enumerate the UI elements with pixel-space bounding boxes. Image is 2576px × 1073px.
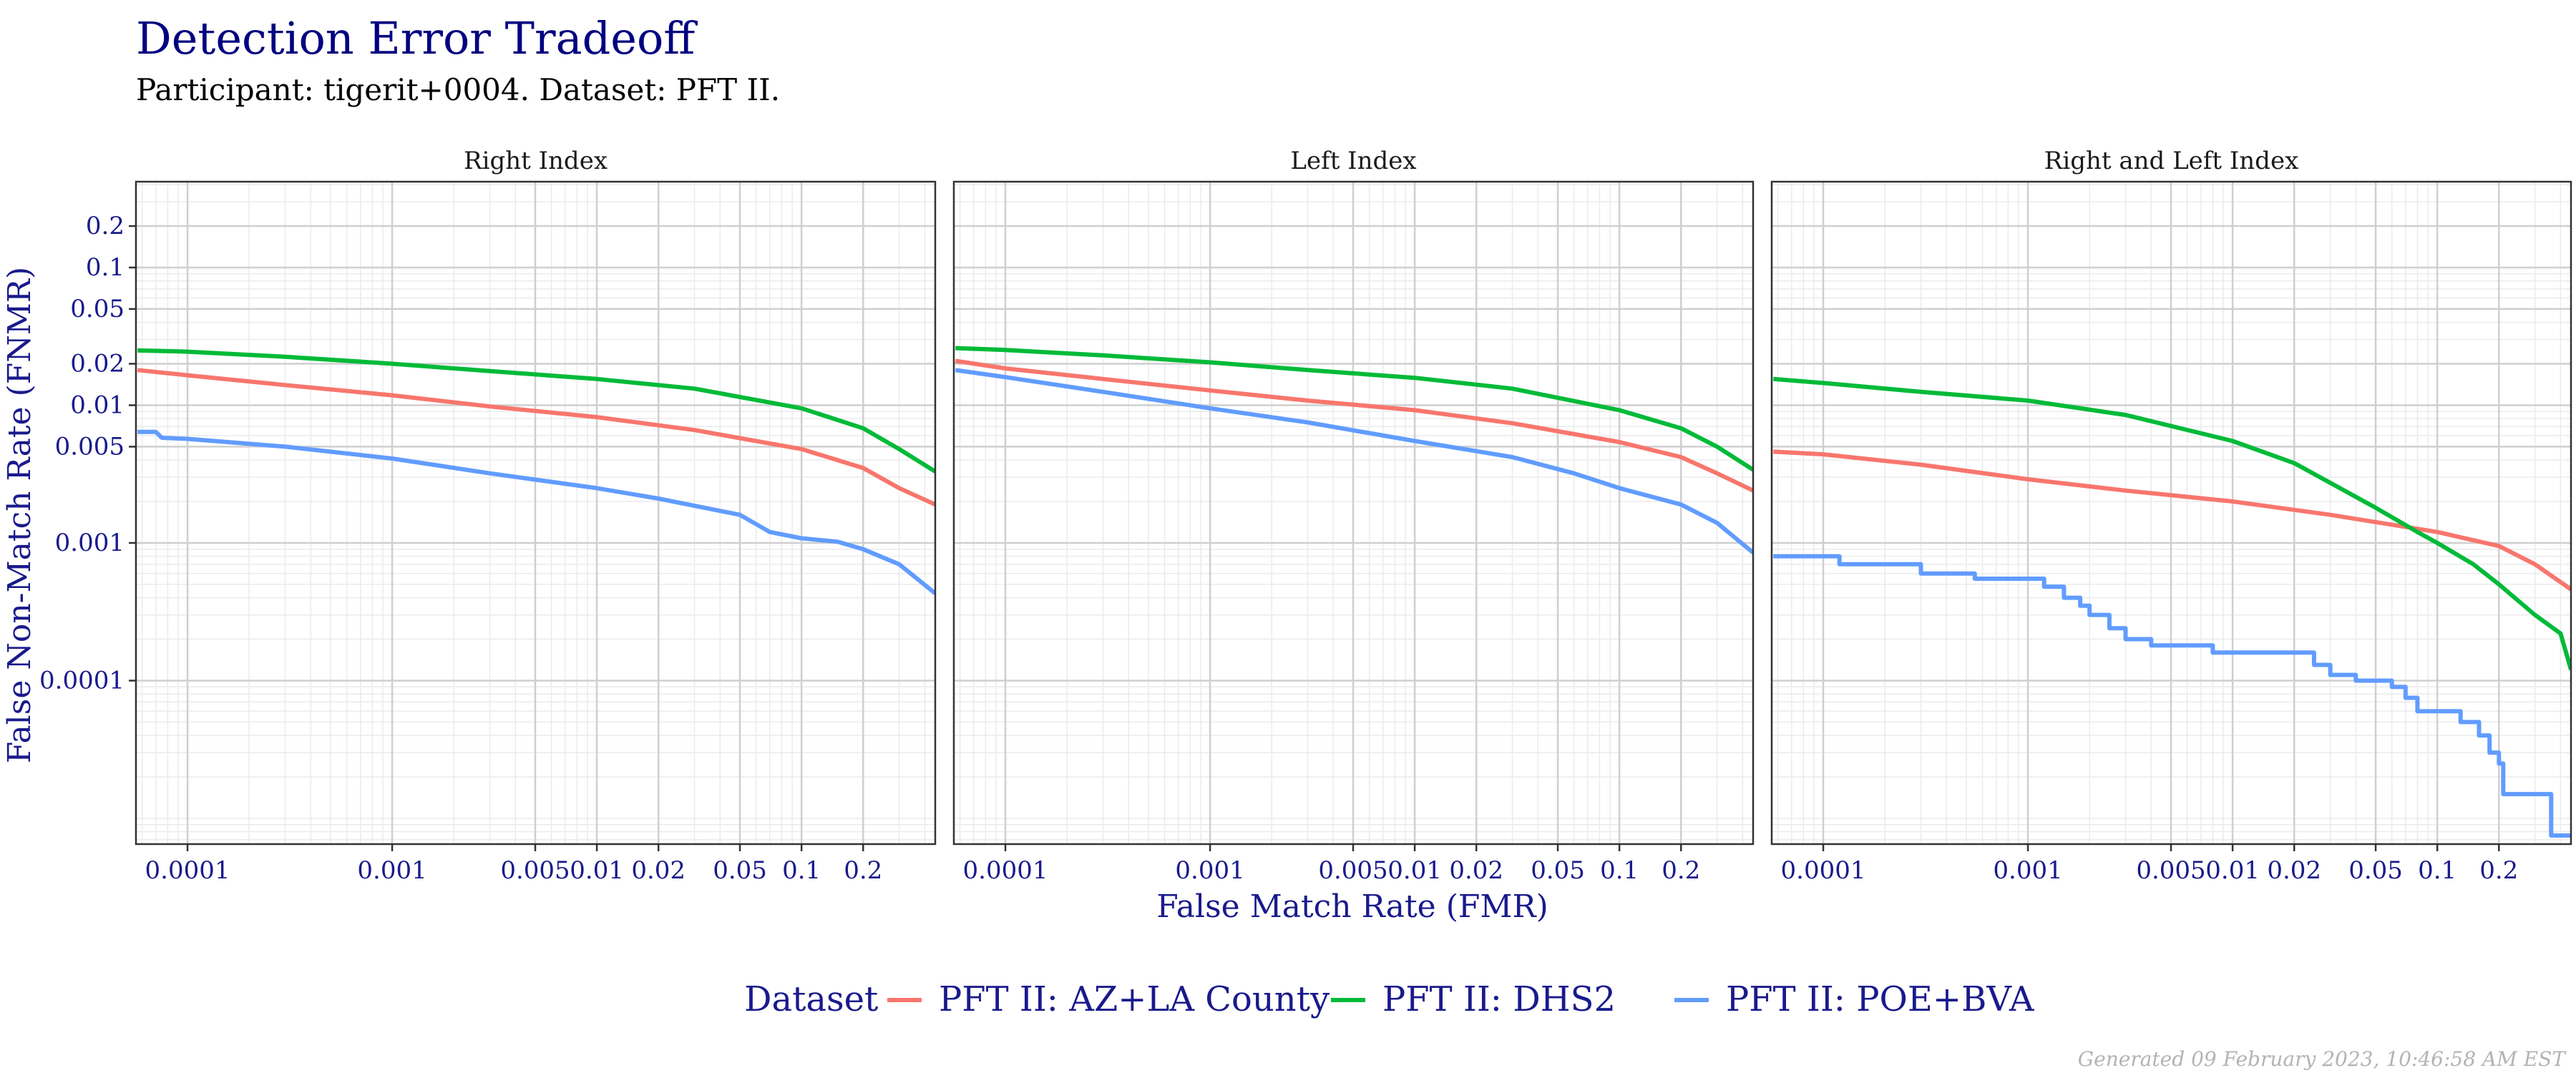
chart-title: Detection Error Tradeoff — [136, 12, 698, 64]
x-tick-label: 0.05 — [2348, 856, 2403, 885]
x-tick-label: 0.001 — [357, 856, 426, 885]
legend-item: PFT II: DHS2 — [1331, 979, 1616, 1019]
x-tick-label: 0.05 — [1531, 856, 1585, 885]
legend-label: PFT II: DHS2 — [1382, 979, 1616, 1019]
x-axis-ticks: 0.0001 0.001 0.005 0.01 0.02 0.05 0.1 0.2 — [145, 844, 882, 885]
legend-label: PFT II: AZ+LA County — [939, 979, 1330, 1019]
strip-label: Left Index — [1290, 147, 1416, 175]
chart-subtitle: Participant: tigerit+0004. Dataset: PFT … — [136, 72, 780, 107]
x-tick-label: 0.2 — [1662, 856, 1700, 885]
y-tick-label: 0.05 — [70, 295, 125, 323]
x-tick-label: 0.005 — [2136, 856, 2205, 885]
legend-title: Dataset — [744, 979, 878, 1019]
x-tick-label: 0.02 — [2267, 856, 2321, 885]
legend: Dataset PFT II: AZ+LA County PFT II: DHS2… — [744, 979, 2035, 1019]
x-tick-label: 0.02 — [1449, 856, 1503, 885]
series-line-pft-ii-dhs2 — [137, 348, 935, 474]
generated-footer: Generated 09 February 2023, 10:46:58 AM … — [2078, 1047, 2567, 1071]
x-tick-label: 0.01 — [1387, 856, 1442, 885]
series-line-pft-ii-dhs2 — [1772, 376, 2571, 671]
y-tick-label: 0.1 — [86, 253, 125, 282]
x-tick-label: 0.01 — [2205, 856, 2260, 885]
x-tick-label: 0.005 — [1318, 856, 1387, 885]
x-tick-label: 0.001 — [1993, 856, 2062, 885]
x-tick-label: 0.1 — [782, 856, 821, 885]
panel-3: Right and Left Index 0.0001 0.001 0.005 0.01… — [1770, 147, 2572, 885]
strip-label: Right Index — [464, 147, 608, 175]
legend-label: PFT II: POE+BVA — [1726, 979, 2035, 1019]
grid — [954, 182, 1753, 844]
strip-label: Right and Left Index — [2044, 147, 2299, 175]
x-axis-ticks: 0.0001 0.001 0.005 0.01 0.02 0.05 0.1 0.2 — [1781, 844, 2518, 885]
x-tick-label: 0.0001 — [1781, 856, 1866, 885]
x-tick-label: 0.005 — [500, 856, 570, 885]
x-tick-label: 0.05 — [713, 856, 767, 885]
y-tick-label: 0.01 — [70, 391, 125, 419]
series-group — [1772, 376, 2571, 838]
grid — [136, 182, 935, 844]
x-axis-ticks: 0.0001 0.001 0.005 0.01 0.02 0.05 0.1 0.2 — [963, 844, 1700, 885]
y-tick-label: 0.0001 — [39, 666, 125, 695]
x-tick-label: 0.2 — [2479, 856, 2518, 885]
series-line-pft-ii-az-la-county — [1773, 449, 2571, 592]
series-line-pft-ii-poe-bva — [137, 429, 935, 595]
series-line-pft-ii-poe-bva — [1773, 554, 2571, 838]
x-tick-label: 0.02 — [631, 856, 686, 885]
x-axis-title: False Match Rate (FMR) — [1156, 888, 1548, 925]
x-tick-label: 0.001 — [1175, 856, 1244, 885]
x-tick-label: 0.0001 — [145, 856, 230, 885]
y-axis-title: False Non-Match Rate (FNMR) — [1, 267, 38, 763]
y-tick-label: 0.02 — [70, 350, 125, 378]
legend-item: PFT II: POE+BVA — [1674, 979, 2035, 1019]
x-tick-label: 0.01 — [570, 856, 624, 885]
series-line-pft-ii-az-la-county — [955, 358, 1753, 493]
x-tick-label: 0.2 — [844, 856, 882, 885]
y-axis-ticks: 0.0001 0.001 0.005 0.01 0.02 0.05 0.1 0.2 — [39, 212, 136, 695]
series-line-pft-ii-poe-bva — [955, 368, 1753, 554]
series-group — [955, 346, 1753, 554]
x-tick-label: 0.1 — [2418, 856, 2457, 885]
x-tick-label: 0.1 — [1600, 856, 1639, 885]
series-group — [137, 348, 935, 595]
x-tick-label: 0.0001 — [963, 856, 1048, 885]
y-tick-label: 0.001 — [55, 529, 125, 557]
series-line-pft-ii-dhs2 — [955, 346, 1753, 472]
grid — [1772, 182, 2571, 844]
legend-item: PFT II: AZ+LA County — [887, 979, 1330, 1019]
y-tick-label: 0.2 — [86, 212, 125, 240]
y-tick-label: 0.005 — [55, 432, 125, 461]
series-line-pft-ii-az-la-county — [137, 368, 935, 507]
